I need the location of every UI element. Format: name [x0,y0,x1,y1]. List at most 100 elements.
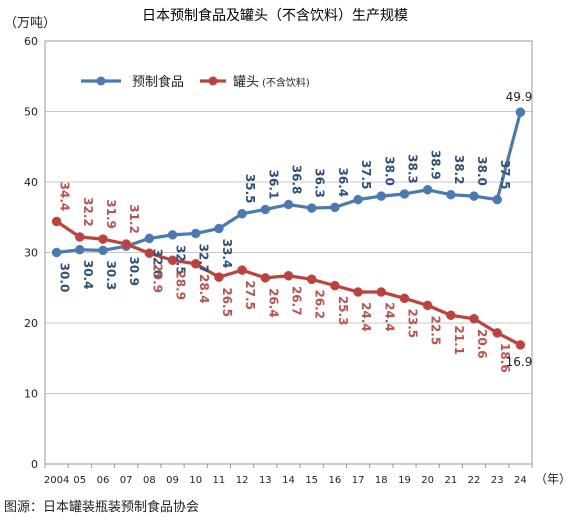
x-tick-label: 24 [514,475,527,486]
data-label: 38.0 [475,156,489,186]
data-point [515,340,526,350]
data-point [75,244,85,255]
data-point [306,203,317,213]
data-label: 38.3 [405,154,419,184]
y-tick-label: 20 [24,317,38,330]
x-tick-label: 16 [329,475,342,486]
data-label: 37.5 [359,160,373,190]
data-point [167,255,178,266]
data-point [237,265,247,275]
data-point [283,271,294,281]
data-point [399,189,410,199]
data-label: 30.4 [81,260,95,290]
data-label: 30.9 [127,256,141,286]
x-tick-label: 05 [73,475,86,486]
data-point [422,185,433,195]
data-point [214,223,224,234]
x-tick-label: 19 [398,475,411,486]
legend-marker [208,76,218,86]
data-point [260,204,271,215]
legend-label: 罐头 [233,75,259,90]
data-point [190,259,201,269]
y-tick-label: 30 [24,247,38,260]
y-tick-label: 50 [24,106,38,119]
data-point [399,293,410,304]
data-label: 28.9 [174,270,188,300]
x-axis-unit-label: （年） [535,472,571,486]
data-label: 31.2 [127,204,141,234]
legend-label: 预制食品 [132,74,184,90]
legend-label-suffix: (不含饮料) [262,76,310,89]
x-tick-label: 08 [143,475,156,486]
data-point [121,239,131,249]
data-point [98,234,108,244]
data-point [353,287,363,297]
data-point [306,274,317,285]
x-tick-label: 2004 [44,475,69,486]
x-tick-label: 10 [189,475,202,486]
data-point [330,280,340,291]
data-point [515,107,526,117]
data-point [422,300,433,311]
y-tick-label: 40 [24,176,38,189]
data-label: 35.5 [243,174,257,204]
data-label: 32.2 [81,197,95,227]
x-tick-label: 15 [305,475,318,486]
data-point [260,273,271,283]
data-label: 30.0 [58,263,72,293]
x-tick-label: 11 [213,475,226,486]
data-label: 36.1 [266,170,280,200]
data-label: 33.4 [220,239,234,269]
y-tick-label: 60 [24,35,38,48]
x-tick-label: 13 [259,475,272,486]
x-tick-label: 07 [120,475,133,486]
data-label: 32.7 [197,244,211,274]
data-point [492,328,502,338]
data-label: 18.6 [498,343,512,373]
data-point [330,202,340,213]
y-tick-label: 10 [24,388,38,401]
data-label: 32.5 [174,245,188,275]
data-point [469,314,479,324]
data-label: 30.3 [104,261,118,291]
data-point [75,232,85,242]
legend-marker [96,76,106,86]
x-tick-label: 09 [166,475,179,486]
data-label: 38.2 [452,155,466,185]
data-label: 38.9 [429,150,443,180]
x-tick-label: 21 [444,475,457,486]
data-label: 24.4 [382,302,396,332]
data-point [283,199,294,210]
data-label: 27.5 [243,280,257,310]
data-point [51,247,62,258]
data-point [51,216,62,227]
data-label: 38.0 [382,156,396,186]
data-label: 21.1 [452,325,466,355]
data-point [492,194,502,205]
x-tick-label: 14 [282,475,295,486]
x-tick-label: 17 [352,475,365,486]
y-tick-label: 0 [31,458,38,471]
x-tick-label: 06 [97,475,110,486]
data-label: 28.4 [197,274,211,304]
y-axis-unit-label: （万吨） [4,16,56,31]
source-note: 图源：日本罐装瓶装预制食品协会 [4,499,199,515]
data-point [446,189,456,200]
data-point [144,248,155,258]
chart-title: 日本预制食品及罐头（不含饮料）生产规模 [142,7,408,24]
data-label: 23.5 [405,309,419,339]
data-label: 24.4 [359,302,373,332]
x-tick-label: 12 [236,475,249,486]
data-label: 32.0 [150,249,164,279]
data-point [446,310,456,320]
data-point [98,245,108,256]
data-label: 29.9 [150,263,164,293]
data-label: 16.9 [506,355,533,369]
data-point [190,228,201,239]
data-label: 36.3 [313,168,327,198]
data-point [376,191,387,201]
x-tick-label: 23 [491,475,504,486]
data-label: 25.3 [336,296,350,326]
data-point [469,191,479,201]
